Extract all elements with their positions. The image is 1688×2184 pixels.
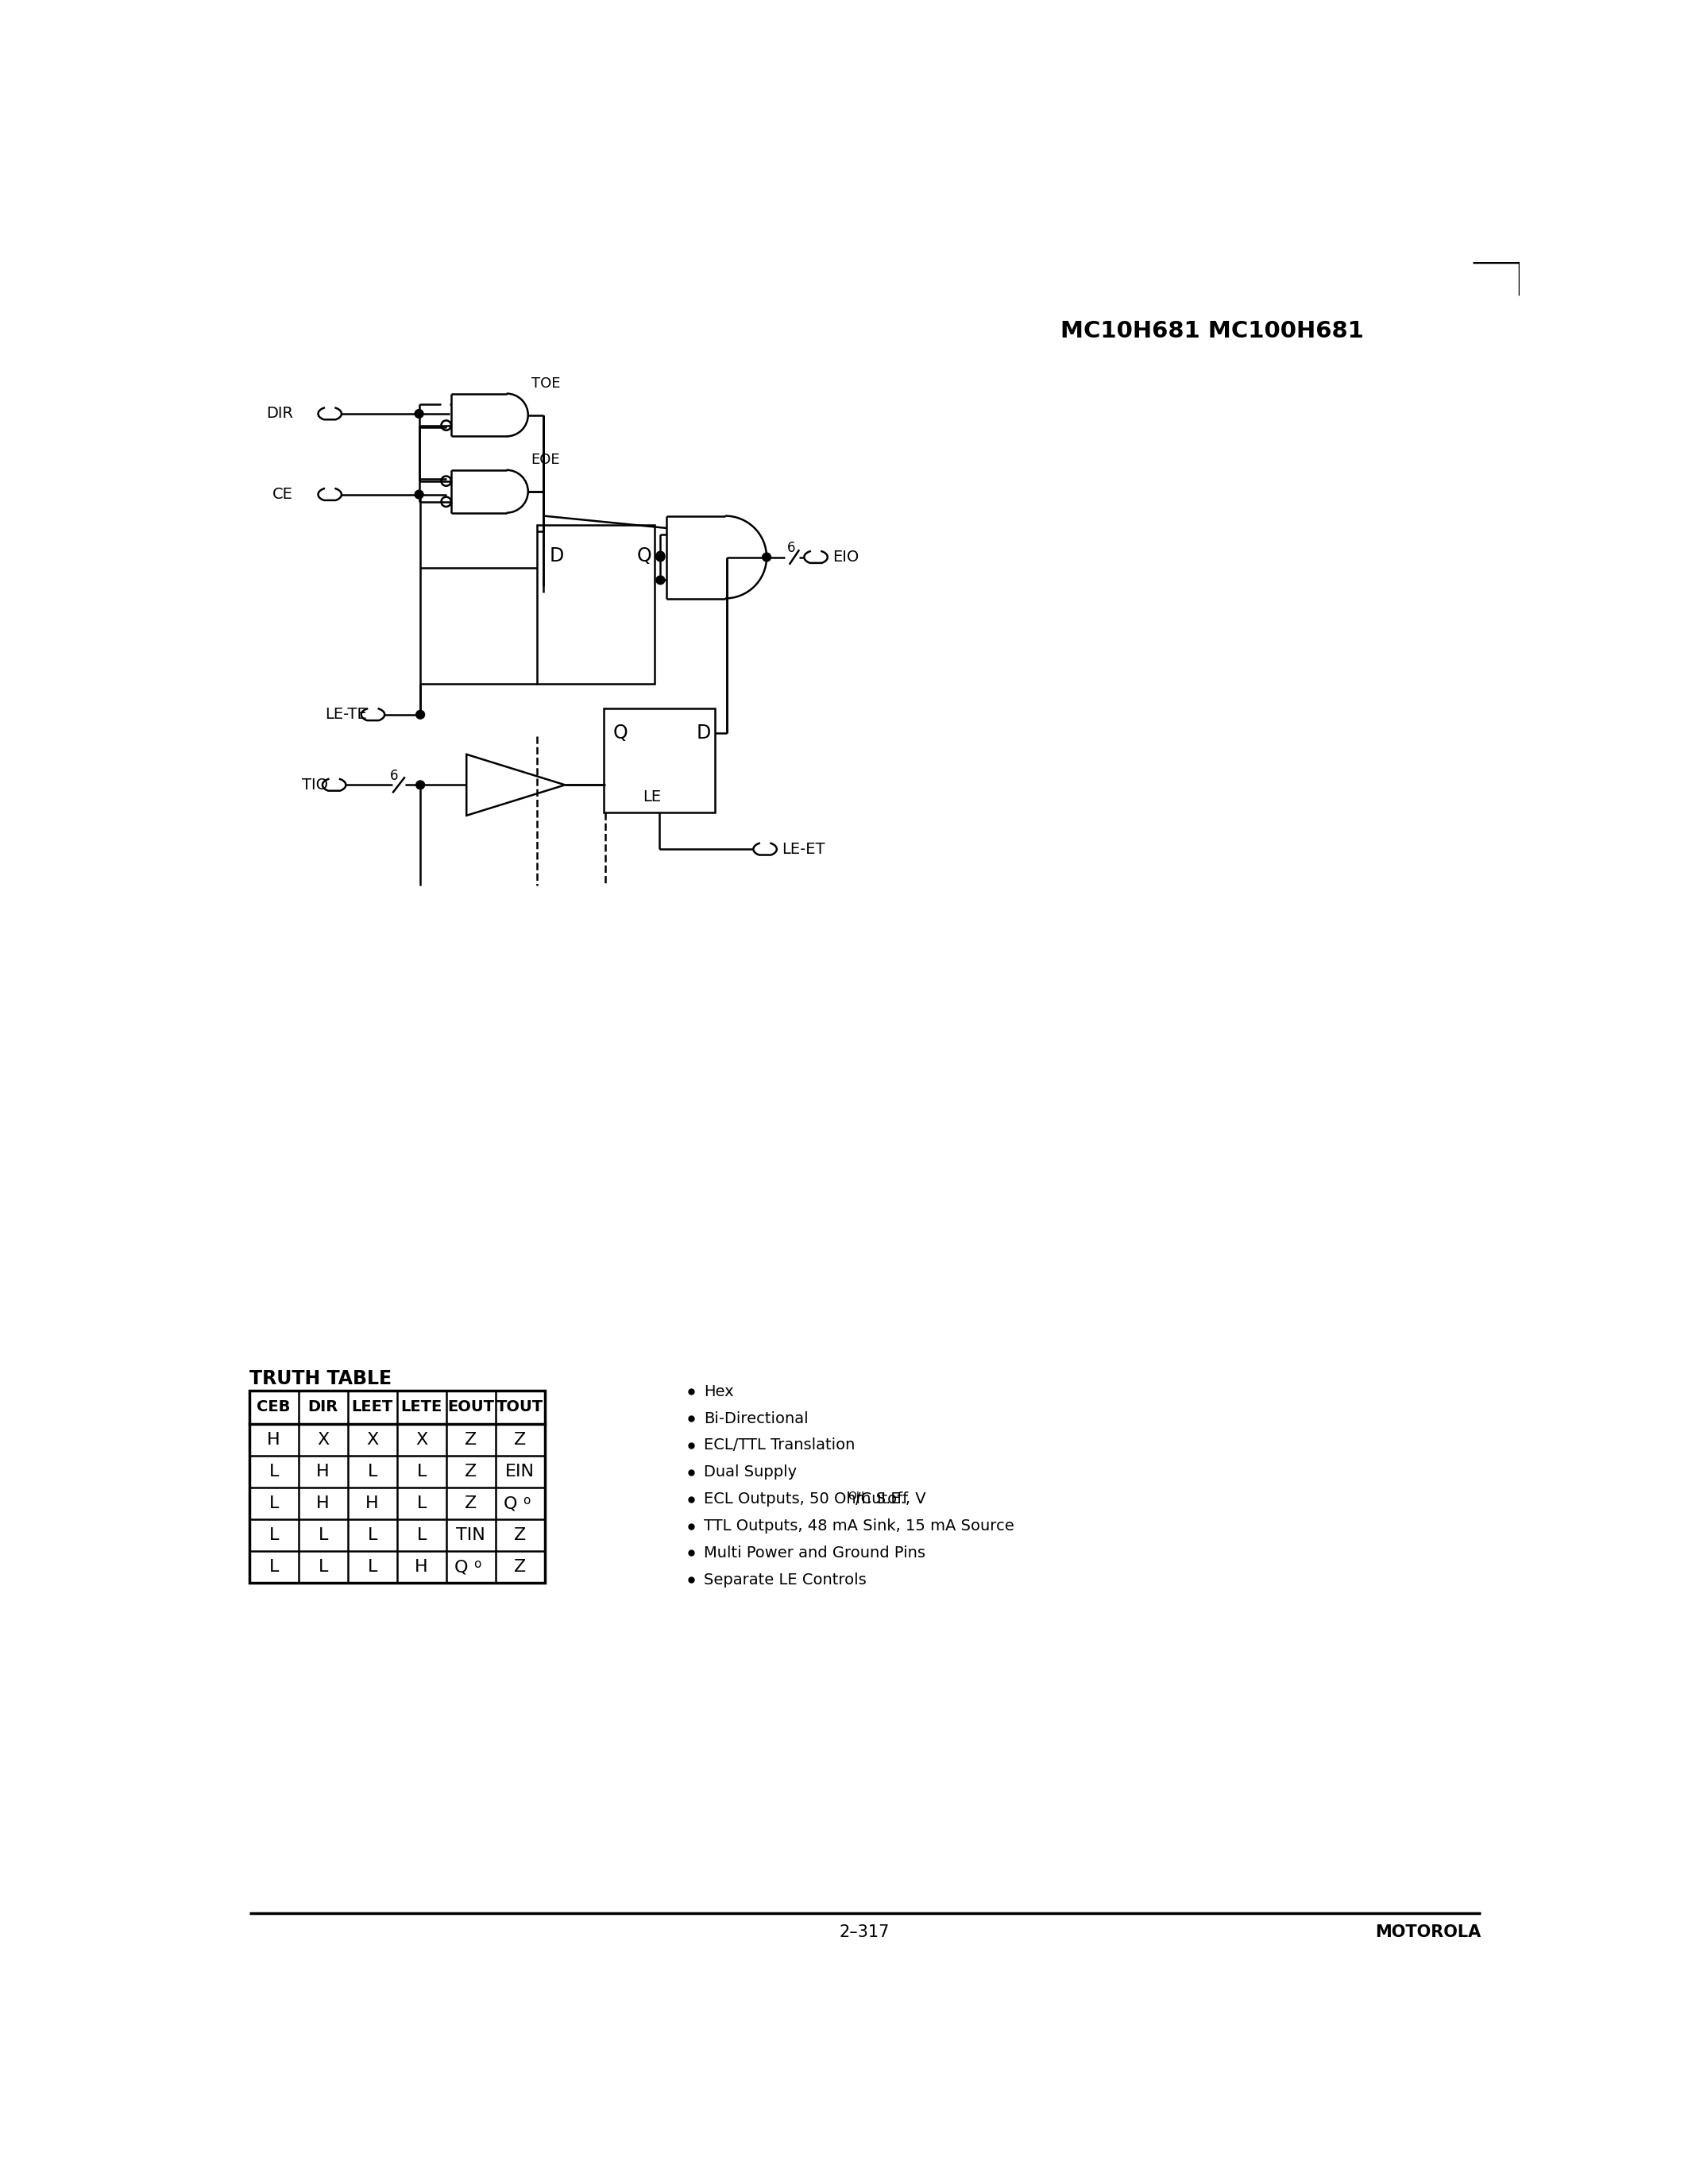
Text: Q: Q: [503, 1496, 518, 1511]
Circle shape: [657, 553, 665, 561]
Text: Z: Z: [513, 1559, 527, 1575]
Text: Z: Z: [464, 1433, 476, 1448]
Text: DIR: DIR: [307, 1400, 338, 1415]
Text: Q: Q: [636, 546, 652, 566]
Text: 6: 6: [390, 769, 398, 782]
Text: L: L: [368, 1559, 376, 1575]
Text: L: L: [417, 1463, 427, 1479]
Circle shape: [415, 408, 424, 417]
Text: /Cutoff: /Cutoff: [856, 1492, 908, 1507]
Text: Multi Power and Ground Pins: Multi Power and Ground Pins: [704, 1546, 925, 1562]
Text: L: L: [268, 1527, 279, 1544]
Text: TRUTH TABLE: TRUTH TABLE: [250, 1369, 392, 1389]
Text: Q: Q: [454, 1559, 468, 1575]
Text: H: H: [267, 1433, 280, 1448]
Text: MOTOROLA: MOTOROLA: [1376, 1924, 1480, 1939]
Text: Z: Z: [464, 1496, 476, 1511]
Text: D: D: [695, 723, 711, 743]
Text: L: L: [417, 1527, 427, 1544]
Text: TIN: TIN: [456, 1527, 486, 1544]
Text: L: L: [368, 1527, 376, 1544]
Text: H: H: [415, 1559, 429, 1575]
Text: Z: Z: [513, 1433, 527, 1448]
Text: EOUT: EOUT: [447, 1400, 495, 1415]
Text: X: X: [415, 1433, 427, 1448]
Text: EIO: EIO: [832, 550, 859, 566]
Text: Dual Supply: Dual Supply: [704, 1465, 797, 1481]
Text: Q: Q: [613, 723, 628, 743]
Text: 2–317: 2–317: [839, 1924, 890, 1939]
Text: D: D: [550, 546, 564, 566]
Text: LE-TE: LE-TE: [324, 708, 366, 723]
Text: Bi-Directional: Bi-Directional: [704, 1411, 809, 1426]
Text: L: L: [317, 1559, 327, 1575]
Text: o: o: [473, 1557, 481, 1570]
Circle shape: [415, 780, 425, 788]
Text: L: L: [417, 1496, 427, 1511]
Text: L: L: [268, 1463, 279, 1479]
Text: TTL Outputs, 48 mA Sink, 15 mA Source: TTL Outputs, 48 mA Sink, 15 mA Source: [704, 1518, 1014, 1533]
Text: EOE: EOE: [532, 452, 560, 467]
Text: o: o: [523, 1494, 530, 1507]
Text: X: X: [366, 1433, 378, 1448]
Text: ECL/TTL Translation: ECL/TTL Translation: [704, 1437, 854, 1452]
Text: CEB: CEB: [257, 1400, 290, 1415]
Text: Z: Z: [464, 1463, 476, 1479]
Text: Hex: Hex: [704, 1385, 733, 1400]
Text: X: X: [317, 1433, 329, 1448]
Text: Separate LE Controls: Separate LE Controls: [704, 1572, 866, 1588]
Text: LETE: LETE: [400, 1400, 442, 1415]
Text: DIR: DIR: [267, 406, 294, 422]
Text: CE: CE: [272, 487, 294, 502]
Text: L: L: [317, 1527, 327, 1544]
Text: Z: Z: [513, 1527, 527, 1544]
Text: 6: 6: [787, 542, 795, 555]
Text: H: H: [316, 1463, 329, 1479]
Text: H: H: [316, 1496, 329, 1511]
Text: TOUT: TOUT: [496, 1400, 544, 1415]
Text: LEET: LEET: [351, 1400, 393, 1415]
Text: TIO: TIO: [302, 778, 327, 793]
Text: H: H: [366, 1496, 378, 1511]
Text: MC10H681 MC100H681: MC10H681 MC100H681: [1060, 321, 1364, 343]
Text: LE: LE: [643, 791, 662, 804]
Bar: [250, 1391, 545, 1583]
Text: ECL Outputs, 50 Ohm S.E., V: ECL Outputs, 50 Ohm S.E., V: [704, 1492, 925, 1507]
Circle shape: [415, 710, 425, 719]
Circle shape: [657, 577, 665, 585]
Text: L: L: [368, 1463, 376, 1479]
Circle shape: [763, 553, 771, 561]
Text: L: L: [268, 1496, 279, 1511]
Circle shape: [657, 550, 665, 559]
Text: TOE: TOE: [532, 376, 560, 391]
Text: L: L: [268, 1559, 279, 1575]
Bar: [537, 524, 655, 684]
Circle shape: [415, 489, 424, 498]
Text: LE-ET: LE-ET: [782, 841, 825, 856]
Bar: [604, 708, 714, 812]
Text: OH: OH: [847, 1489, 864, 1503]
Text: EIN: EIN: [505, 1463, 535, 1479]
